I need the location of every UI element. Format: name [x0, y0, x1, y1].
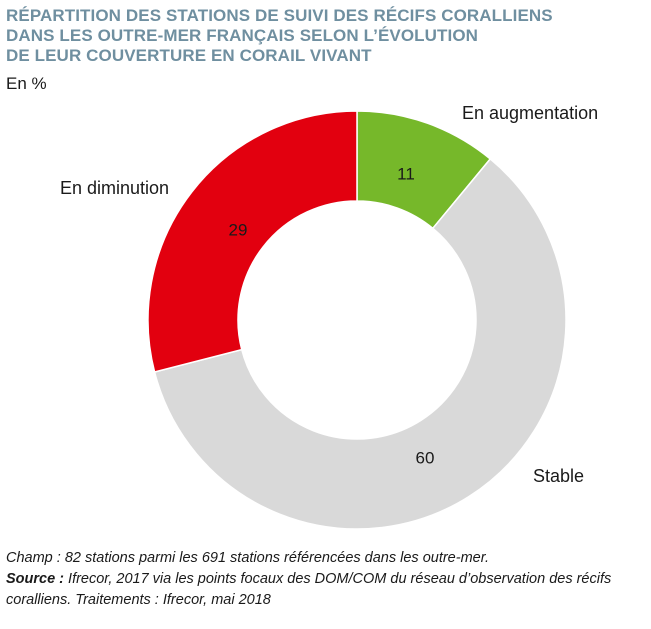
title-line-3: DE LEUR COUVERTURE EN CORAIL VIVANT: [6, 46, 372, 65]
footnote-source: Source : Ifrecor, 2017 via les points fo…: [6, 569, 646, 611]
donut-slice-en-diminution: [147, 110, 358, 373]
donut-slice-stable: [153, 157, 567, 530]
title-line-2: DANS LES OUTRE-MER FRANÇAIS SELON L’ÉVOL…: [6, 26, 479, 45]
data-label-en-diminution: 29: [229, 220, 248, 239]
footnote-champ: Champ : 82 stations parmi les 691 statio…: [6, 550, 490, 566]
source-text: Ifrecor, 2017 via les points focaux des …: [6, 571, 612, 608]
chart-title: RÉPARTITION DES STATIONS DE SUIVI DES RÉ…: [6, 6, 626, 66]
category-label-stable: Stable: [533, 466, 584, 486]
category-label-en-diminution: En diminution: [60, 178, 169, 198]
data-label-en-augmentation: 11: [397, 164, 415, 183]
unit-label: En %: [6, 74, 47, 93]
data-label-stable: 60: [416, 448, 435, 467]
footnote: Champ : 82 stations parmi les 691 statio…: [6, 548, 646, 611]
category-label-en-augmentation: En augmentation: [462, 103, 598, 123]
title-line-1: RÉPARTITION DES STATIONS DE SUIVI DES RÉ…: [6, 6, 553, 25]
source-label: Source :: [6, 571, 65, 587]
